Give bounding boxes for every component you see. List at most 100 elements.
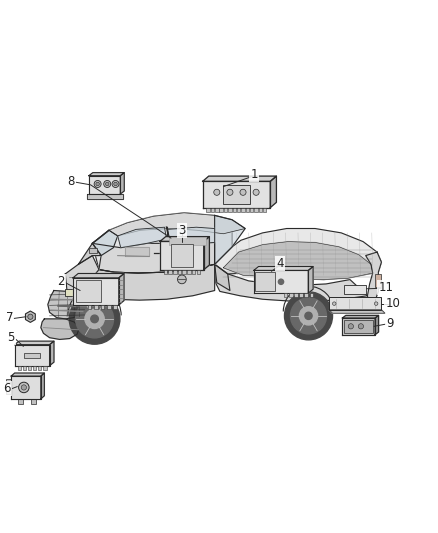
Bar — [65, 289, 82, 296]
Bar — [233, 207, 236, 212]
Text: 8: 8 — [68, 175, 75, 188]
Circle shape — [374, 302, 378, 305]
Polygon shape — [89, 176, 120, 194]
Bar — [38, 366, 42, 370]
Bar — [344, 285, 366, 294]
Polygon shape — [329, 310, 385, 313]
Bar — [254, 207, 258, 212]
Circle shape — [285, 292, 332, 340]
Circle shape — [348, 324, 353, 329]
Circle shape — [114, 182, 117, 185]
Bar — [178, 270, 181, 274]
Polygon shape — [92, 230, 118, 256]
Polygon shape — [167, 227, 215, 244]
Circle shape — [305, 312, 312, 319]
Bar — [192, 270, 195, 274]
Bar — [171, 244, 193, 267]
Bar — [183, 270, 186, 274]
Polygon shape — [73, 278, 119, 305]
Polygon shape — [87, 194, 123, 199]
Bar — [43, 366, 46, 370]
Circle shape — [358, 324, 364, 329]
Polygon shape — [375, 316, 378, 335]
Bar — [246, 207, 249, 212]
Bar — [206, 207, 210, 212]
Polygon shape — [81, 264, 215, 300]
Polygon shape — [343, 318, 375, 335]
Bar — [6, 391, 11, 394]
Circle shape — [177, 275, 186, 284]
Polygon shape — [308, 266, 313, 293]
Bar — [237, 207, 240, 212]
Circle shape — [69, 294, 120, 344]
Bar — [224, 207, 227, 212]
Text: 3: 3 — [178, 224, 186, 237]
Bar — [219, 207, 223, 212]
Circle shape — [253, 189, 259, 195]
Circle shape — [18, 382, 29, 393]
Bar — [164, 270, 167, 274]
Polygon shape — [78, 244, 101, 264]
Bar — [31, 399, 35, 404]
Polygon shape — [170, 247, 194, 256]
Bar — [24, 352, 39, 358]
Bar — [215, 207, 219, 212]
Polygon shape — [203, 181, 270, 207]
Circle shape — [91, 315, 99, 322]
Text: 2: 2 — [57, 275, 65, 288]
Circle shape — [332, 302, 336, 305]
Bar — [375, 274, 381, 287]
Bar — [197, 270, 200, 274]
Circle shape — [21, 385, 26, 390]
Bar — [89, 248, 97, 253]
Polygon shape — [41, 373, 44, 399]
Circle shape — [85, 309, 104, 328]
Bar — [76, 280, 101, 302]
Bar — [101, 305, 104, 309]
Circle shape — [240, 189, 246, 195]
Bar — [23, 366, 26, 370]
Polygon shape — [343, 316, 378, 318]
Polygon shape — [25, 311, 35, 322]
Bar — [88, 305, 92, 309]
Polygon shape — [203, 176, 276, 181]
Polygon shape — [11, 373, 44, 376]
Circle shape — [279, 279, 284, 285]
Circle shape — [104, 181, 111, 188]
Polygon shape — [65, 256, 99, 292]
Polygon shape — [48, 290, 86, 319]
Circle shape — [106, 182, 109, 185]
Bar — [33, 366, 36, 370]
Polygon shape — [366, 252, 381, 308]
Text: 1: 1 — [250, 168, 258, 181]
Bar — [304, 293, 308, 297]
Polygon shape — [119, 273, 124, 305]
Bar — [259, 207, 262, 212]
Bar — [284, 293, 287, 297]
Bar — [18, 399, 22, 404]
Bar — [299, 293, 303, 297]
Circle shape — [227, 189, 233, 195]
Polygon shape — [11, 376, 41, 399]
Text: 5: 5 — [7, 331, 15, 344]
Circle shape — [28, 314, 33, 319]
Polygon shape — [14, 345, 49, 366]
Text: 4: 4 — [276, 257, 284, 270]
Circle shape — [96, 182, 99, 185]
Circle shape — [94, 181, 101, 188]
Polygon shape — [215, 264, 230, 290]
Bar — [211, 207, 214, 212]
Bar — [228, 207, 232, 212]
Bar — [250, 207, 254, 212]
Polygon shape — [14, 341, 54, 345]
Circle shape — [76, 300, 113, 338]
Bar — [169, 270, 172, 274]
Polygon shape — [215, 229, 381, 280]
Polygon shape — [204, 237, 209, 270]
Text: 7: 7 — [6, 311, 13, 324]
Bar — [187, 270, 191, 274]
Bar — [241, 207, 245, 212]
Bar — [223, 185, 250, 204]
Text: 11: 11 — [378, 281, 393, 294]
Circle shape — [300, 306, 318, 325]
